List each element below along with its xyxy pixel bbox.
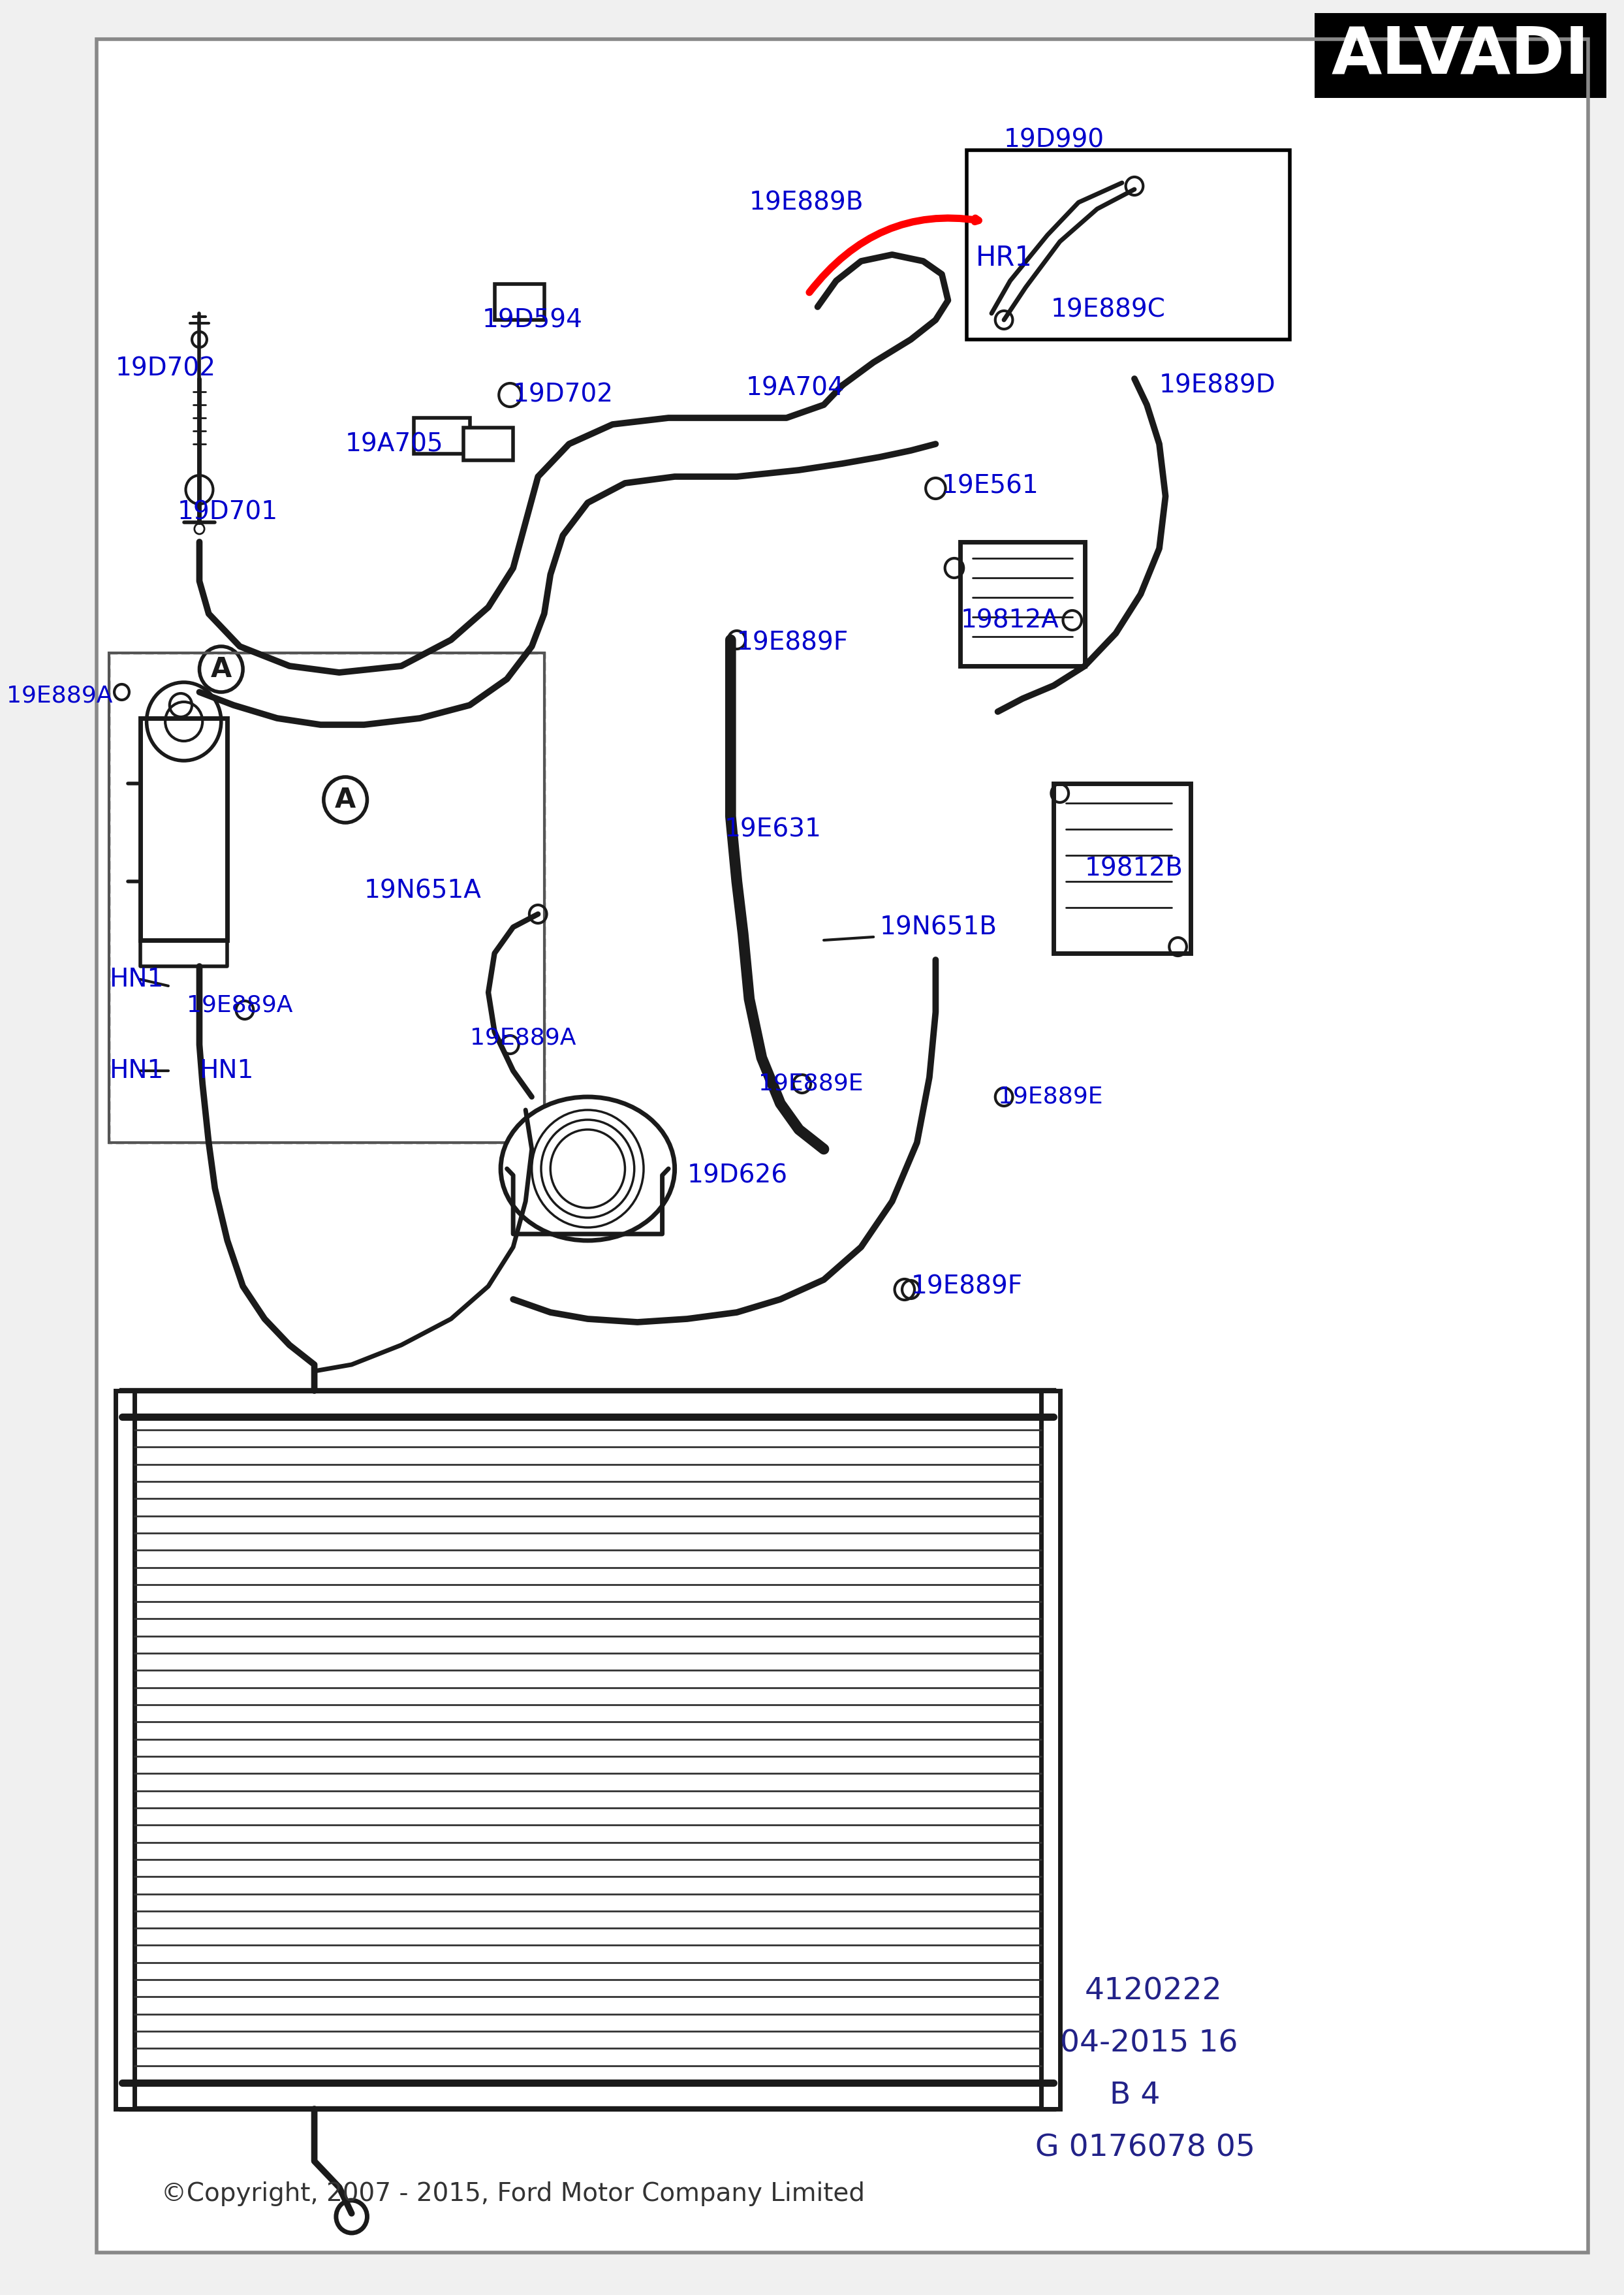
Bar [109, 652, 544, 1143]
Text: 19N651B: 19N651B [880, 916, 997, 939]
Text: 19812B: 19812B [1085, 856, 1184, 881]
Bar [494, 285, 544, 319]
Bar [109, 652, 544, 1143]
Bar [1041, 1391, 1060, 2109]
Text: A: A [211, 656, 232, 684]
Text: 19E631: 19E631 [724, 817, 822, 842]
Bar [463, 427, 513, 461]
Text: 19D702: 19D702 [513, 383, 614, 409]
Text: 19D990: 19D990 [1004, 129, 1104, 154]
Text: 19E889E: 19E889E [997, 1086, 1103, 1108]
Text: 19E889A: 19E889A [6, 684, 112, 707]
Bar [1054, 783, 1190, 952]
Text: 19E889A: 19E889A [187, 994, 292, 1017]
Bar [122, 1391, 1054, 2109]
Text: HN1: HN1 [200, 1058, 253, 1083]
Text: B 4: B 4 [1109, 2082, 1160, 2111]
Text: HN1: HN1 [109, 966, 164, 991]
Text: 19E561: 19E561 [942, 475, 1039, 498]
Bar [966, 149, 1289, 340]
Text: 19E889A: 19E889A [469, 1028, 577, 1049]
Text: 04-2015 16: 04-2015 16 [1060, 2029, 1237, 2059]
Text: A: A [335, 787, 356, 812]
Text: 19E889C: 19E889C [1051, 298, 1166, 324]
Text: 19N651A: 19N651A [364, 879, 481, 904]
Text: 19E889F: 19E889F [737, 631, 849, 656]
Text: 19E889B: 19E889B [749, 190, 864, 216]
Text: ALVADI: ALVADI [1332, 23, 1590, 87]
Ellipse shape [500, 1097, 674, 1242]
Text: G 0176078 05: G 0176078 05 [1034, 2134, 1255, 2162]
Bar [960, 542, 1085, 666]
Text: 19812A: 19812A [960, 608, 1059, 633]
Text: HR1: HR1 [976, 243, 1033, 271]
Text: 19E889D: 19E889D [1160, 372, 1276, 397]
Bar [1314, 14, 1606, 99]
Text: HN1: HN1 [109, 1058, 164, 1083]
Text: 19E889F: 19E889F [911, 1274, 1023, 1299]
Bar [414, 418, 469, 454]
Text: 19D702: 19D702 [115, 356, 216, 381]
Text: 19E889E: 19E889E [758, 1072, 864, 1095]
Text: 19A704: 19A704 [745, 376, 844, 402]
Bar [115, 1391, 135, 2109]
Text: 19D594: 19D594 [482, 308, 583, 333]
Text: ©Copyright, 2007 - 2015, Ford Motor Company Limited: ©Copyright, 2007 - 2015, Ford Motor Comp… [161, 2180, 866, 2205]
Text: 19D701: 19D701 [177, 500, 278, 526]
Text: 4120222: 4120222 [1085, 1976, 1223, 2006]
Text: 19D626: 19D626 [687, 1164, 788, 1187]
Bar [140, 718, 227, 941]
Text: 19A705: 19A705 [346, 431, 443, 457]
